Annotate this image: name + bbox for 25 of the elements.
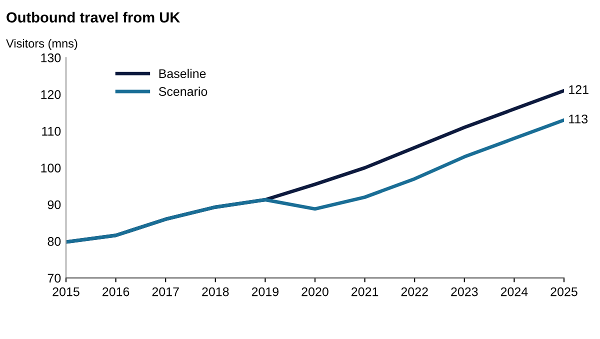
y-tick-label: 130: [41, 53, 61, 62]
x-tick-label: 2015: [52, 287, 80, 296]
x-tick-label: 2021: [352, 287, 378, 296]
x-tick-label: 2020: [302, 287, 328, 296]
line-series: [66, 118, 564, 244]
annotation: 121: [569, 85, 588, 94]
y-tick-label: 70: [48, 274, 61, 283]
x-tick-label: 2025: [550, 287, 578, 296]
chart-title: Outbound travel from UK: [6, 12, 180, 23]
x-tick-label: 2022: [401, 287, 428, 296]
legend-label: Scenario: [158, 86, 208, 96]
x-tick-label: 2019: [252, 287, 279, 296]
x-tick-label: 2023: [451, 287, 478, 296]
x-tick-label: 2017: [152, 287, 179, 296]
y-tick-label: 110: [42, 126, 61, 136]
y-tick-label: 120: [41, 90, 61, 100]
y-tick-label: 100: [41, 164, 61, 172]
annotation: 113: [569, 114, 588, 124]
y-axis-title: Visitors (mns): [6, 38, 78, 50]
x-tick-label: 2024: [500, 287, 528, 296]
x-tick-label: 2018: [202, 287, 229, 296]
x-tick-label: 2016: [102, 287, 130, 296]
legend-label: Baseline: [159, 68, 206, 78]
y-tick-label: 90: [48, 200, 61, 210]
y-tick-label: 80: [48, 237, 61, 246]
